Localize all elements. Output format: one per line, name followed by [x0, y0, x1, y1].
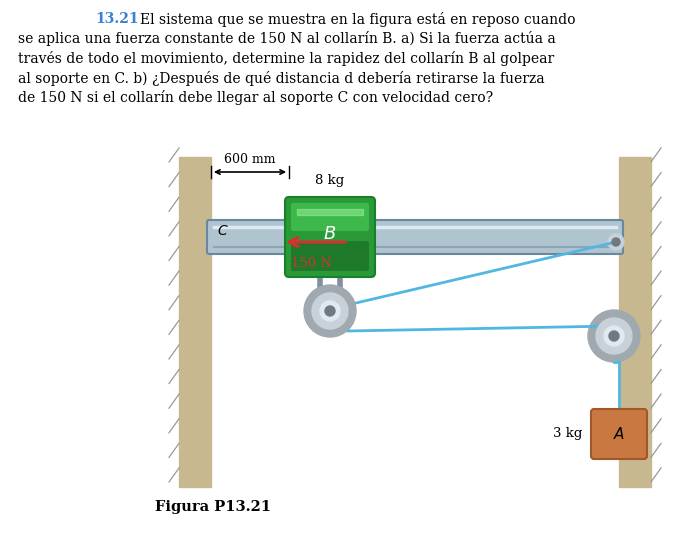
Text: 13.21: 13.21 — [95, 12, 139, 26]
Text: 150 N: 150 N — [291, 257, 332, 270]
Circle shape — [608, 234, 624, 250]
Text: Figura P13.21: Figura P13.21 — [155, 500, 271, 514]
Text: se aplica una fuerza constante de 150 N al collarín B. a) Si la fuerza actúa a: se aplica una fuerza constante de 150 N … — [18, 31, 556, 47]
FancyBboxPatch shape — [207, 220, 623, 254]
Text: de 150 N si el collarín debe llegar al soporte C con velocidad cero?: de 150 N si el collarín debe llegar al s… — [18, 90, 493, 105]
Circle shape — [325, 306, 335, 316]
Text: 8 kg: 8 kg — [316, 174, 344, 187]
Circle shape — [312, 293, 348, 329]
Circle shape — [604, 326, 624, 346]
Bar — [619, 157, 651, 487]
FancyBboxPatch shape — [591, 409, 647, 459]
Text: $A$: $A$ — [613, 426, 625, 442]
Circle shape — [609, 331, 619, 341]
Bar — [179, 157, 211, 487]
Text: al soporte en C. b) ¿Después de qué distancia d debería retirarse la fuerza: al soporte en C. b) ¿Después de qué dist… — [18, 70, 545, 86]
Text: 3 kg: 3 kg — [552, 428, 582, 441]
Circle shape — [320, 301, 340, 321]
Circle shape — [612, 238, 620, 246]
Text: través de todo el movimiento, determine la rapidez del collarín B al golpear: través de todo el movimiento, determine … — [18, 51, 554, 66]
Circle shape — [304, 285, 356, 337]
Text: $C$: $C$ — [217, 224, 229, 238]
FancyBboxPatch shape — [291, 203, 369, 231]
Text: 600 mm: 600 mm — [224, 153, 276, 166]
Circle shape — [596, 318, 632, 354]
Text: El sistema que se muestra en la figura está en reposo cuando: El sistema que se muestra en la figura e… — [140, 12, 575, 27]
Text: $B$: $B$ — [323, 225, 337, 243]
FancyBboxPatch shape — [291, 241, 369, 271]
Circle shape — [588, 310, 640, 362]
FancyBboxPatch shape — [285, 197, 375, 277]
